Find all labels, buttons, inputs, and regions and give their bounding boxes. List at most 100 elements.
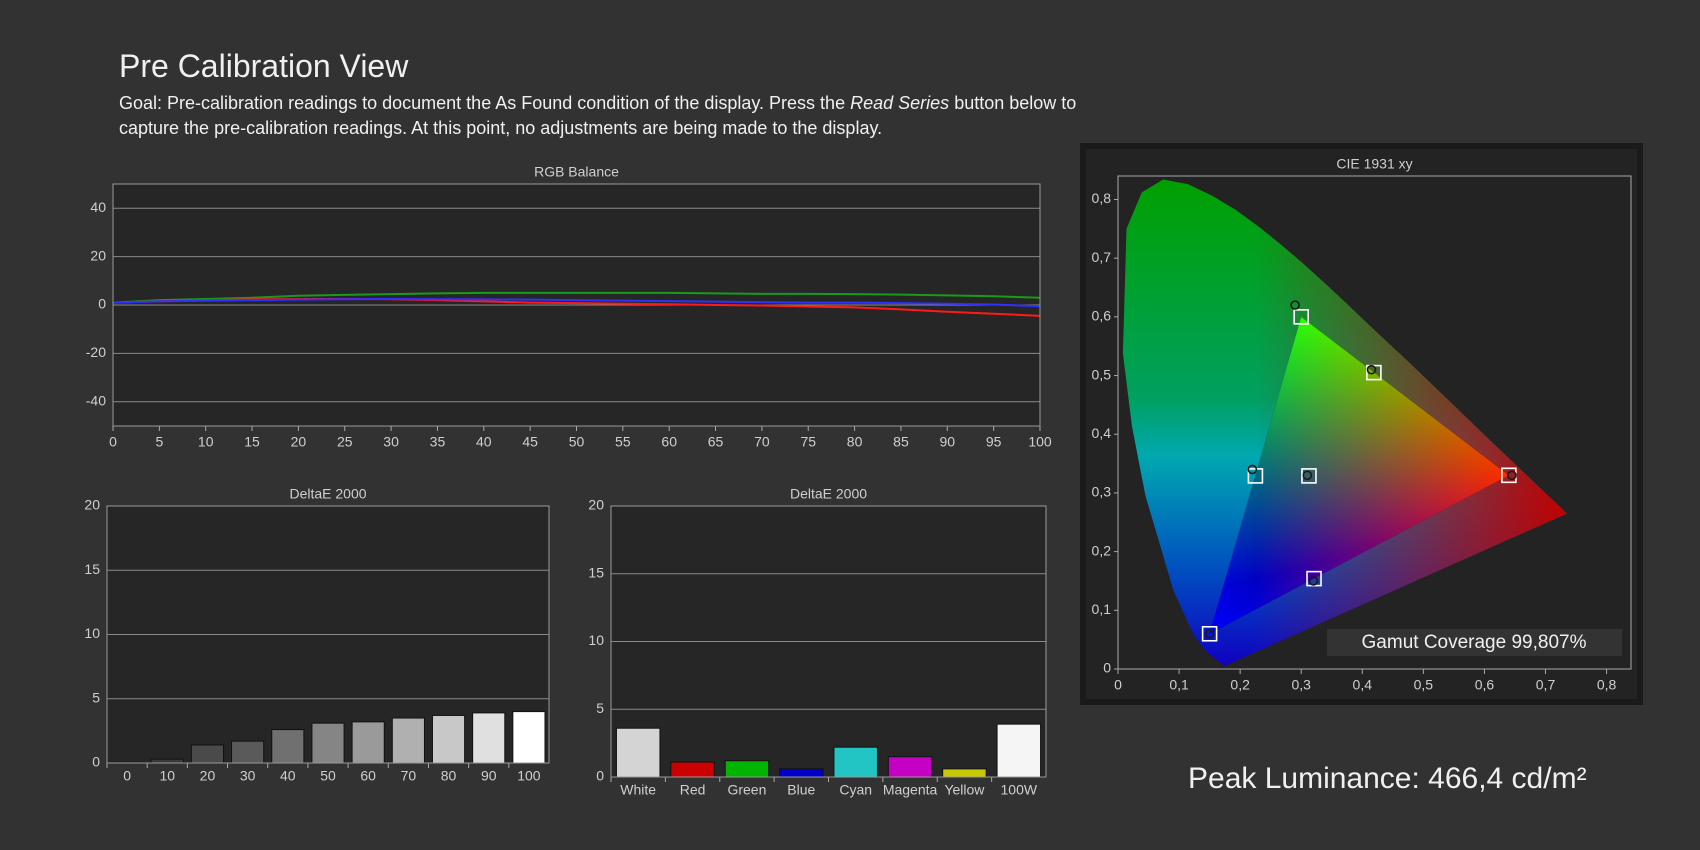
- x-tick-label: 50: [569, 434, 585, 450]
- x-tick-label: 0,2: [1230, 677, 1250, 693]
- x-tick-label: 100W: [1001, 782, 1038, 798]
- bar: [724, 760, 770, 778]
- measured-marker: [1507, 470, 1517, 481]
- x-tick-label: 70: [401, 768, 417, 784]
- y-tick-label: 0,8: [1092, 190, 1112, 206]
- x-tick-label: Blue: [787, 782, 815, 798]
- x-tick-label: 0,7: [1536, 677, 1556, 693]
- plot-border: [106, 505, 550, 764]
- bar: [231, 740, 265, 764]
- bar: [391, 717, 425, 764]
- x-tick-label: Cyan: [839, 782, 872, 798]
- x-tick-label: 80: [441, 768, 457, 784]
- target-marker: [1293, 309, 1310, 325]
- x-tick-label: 65: [708, 434, 724, 450]
- x-tick-label: White: [620, 782, 656, 798]
- x-tick-label: 25: [337, 434, 353, 450]
- y-tick-label: 0: [98, 296, 106, 312]
- bar: [311, 722, 345, 764]
- measured-marker: [1308, 576, 1319, 586]
- x-tick-label: 0,4: [1353, 677, 1373, 693]
- bar: [996, 723, 1042, 778]
- x-tick-label: 30: [240, 768, 256, 784]
- x-tick-label: 60: [360, 768, 376, 784]
- chart-title: DeltaE 2000: [289, 486, 366, 502]
- y-tick-label: 5: [596, 700, 604, 716]
- page-title: Pre Calibration View: [119, 48, 409, 84]
- y-tick-label: 0,7: [1092, 249, 1112, 265]
- x-tick-label: Magenta: [883, 782, 938, 798]
- chart-title: DeltaE 2000: [790, 486, 867, 502]
- plot-border: [112, 183, 1041, 427]
- x-tick-label: 30: [383, 434, 399, 450]
- y-tick-label: 0,3: [1092, 484, 1112, 500]
- bar: [190, 744, 225, 764]
- x-tick-label: 10: [159, 768, 175, 784]
- y-tick-label: 0,1: [1092, 601, 1112, 617]
- y-tick-label: -20: [86, 344, 106, 360]
- bar: [779, 768, 824, 778]
- goal-end: button below to capture the pre-calibrat…: [119, 93, 1077, 138]
- y-tick-label: 0: [92, 754, 100, 770]
- chart-title: CIE 1931 xy: [1336, 156, 1412, 172]
- x-tick-label: Yellow: [944, 782, 985, 798]
- gamut-coverage: Gamut Coverage 99,807%: [1362, 632, 1587, 653]
- y-tick-label: -40: [86, 393, 106, 409]
- x-tick-label: 35: [430, 434, 446, 450]
- y-tick-label: 20: [588, 497, 604, 513]
- x-tick-label: Green: [727, 782, 766, 798]
- x-tick-label: 15: [244, 434, 260, 450]
- bar: [150, 758, 184, 764]
- x-tick-label: 0: [109, 434, 117, 450]
- x-tick-label: 90: [481, 768, 497, 784]
- gamut-shade: [1209, 316, 1509, 634]
- plot-border: [1117, 175, 1632, 670]
- bar: [351, 721, 385, 764]
- x-tick-label: 5: [155, 434, 163, 450]
- bar: [833, 746, 878, 778]
- y-tick-label: 0,6: [1092, 308, 1112, 324]
- x-tick-label: 45: [522, 434, 538, 450]
- y-tick-label: 15: [84, 561, 100, 577]
- x-tick-label: 70: [754, 434, 770, 450]
- plot-border: [610, 505, 1047, 778]
- goal-emphasis: Read Series: [850, 93, 950, 113]
- gamut-triangle: [1209, 316, 1509, 634]
- x-tick-label: 40: [476, 434, 492, 450]
- target-marker: [1247, 468, 1264, 484]
- x-tick-label: 0,6: [1475, 677, 1495, 693]
- x-tick-label: 75: [800, 434, 816, 450]
- x-tick-label: 55: [615, 434, 631, 450]
- goal-start: Goal: Pre-calibration readings to docume…: [119, 93, 846, 113]
- chart-title: RGB Balance: [534, 164, 619, 180]
- y-tick-label: 0,4: [1092, 425, 1112, 441]
- y-tick-label: 15: [588, 564, 604, 580]
- peak-luminance: Peak Luminance: 466,4 cd/m²: [1188, 762, 1587, 795]
- y-tick-label: 40: [90, 199, 106, 215]
- x-tick-label: 0: [1114, 677, 1122, 693]
- x-tick-label: Red: [680, 782, 706, 798]
- x-tick-label: 90: [940, 434, 956, 450]
- x-tick-label: 0,5: [1414, 677, 1434, 693]
- measured-marker: [1290, 300, 1300, 310]
- x-tick-label: 100: [1028, 434, 1052, 450]
- bar: [472, 712, 506, 764]
- x-tick-label: 0: [123, 768, 131, 784]
- measured-marker: [1366, 364, 1377, 375]
- target-marker: [1301, 468, 1317, 484]
- y-tick-label: 0: [1103, 660, 1111, 676]
- y-tick-label: 20: [90, 247, 106, 263]
- series-line: [112, 297, 1041, 308]
- x-tick-label: 50: [320, 768, 336, 784]
- x-tick-label: 95: [986, 434, 1002, 450]
- y-tick-label: 0: [596, 768, 604, 784]
- measured-marker: [1247, 464, 1258, 475]
- x-tick-label: 0,1: [1169, 677, 1189, 693]
- bar: [271, 729, 305, 764]
- measured-marker: [1204, 628, 1215, 639]
- target-marker: [1201, 625, 1218, 642]
- x-tick-label: 20: [291, 434, 307, 450]
- measured-marker: [1302, 470, 1313, 481]
